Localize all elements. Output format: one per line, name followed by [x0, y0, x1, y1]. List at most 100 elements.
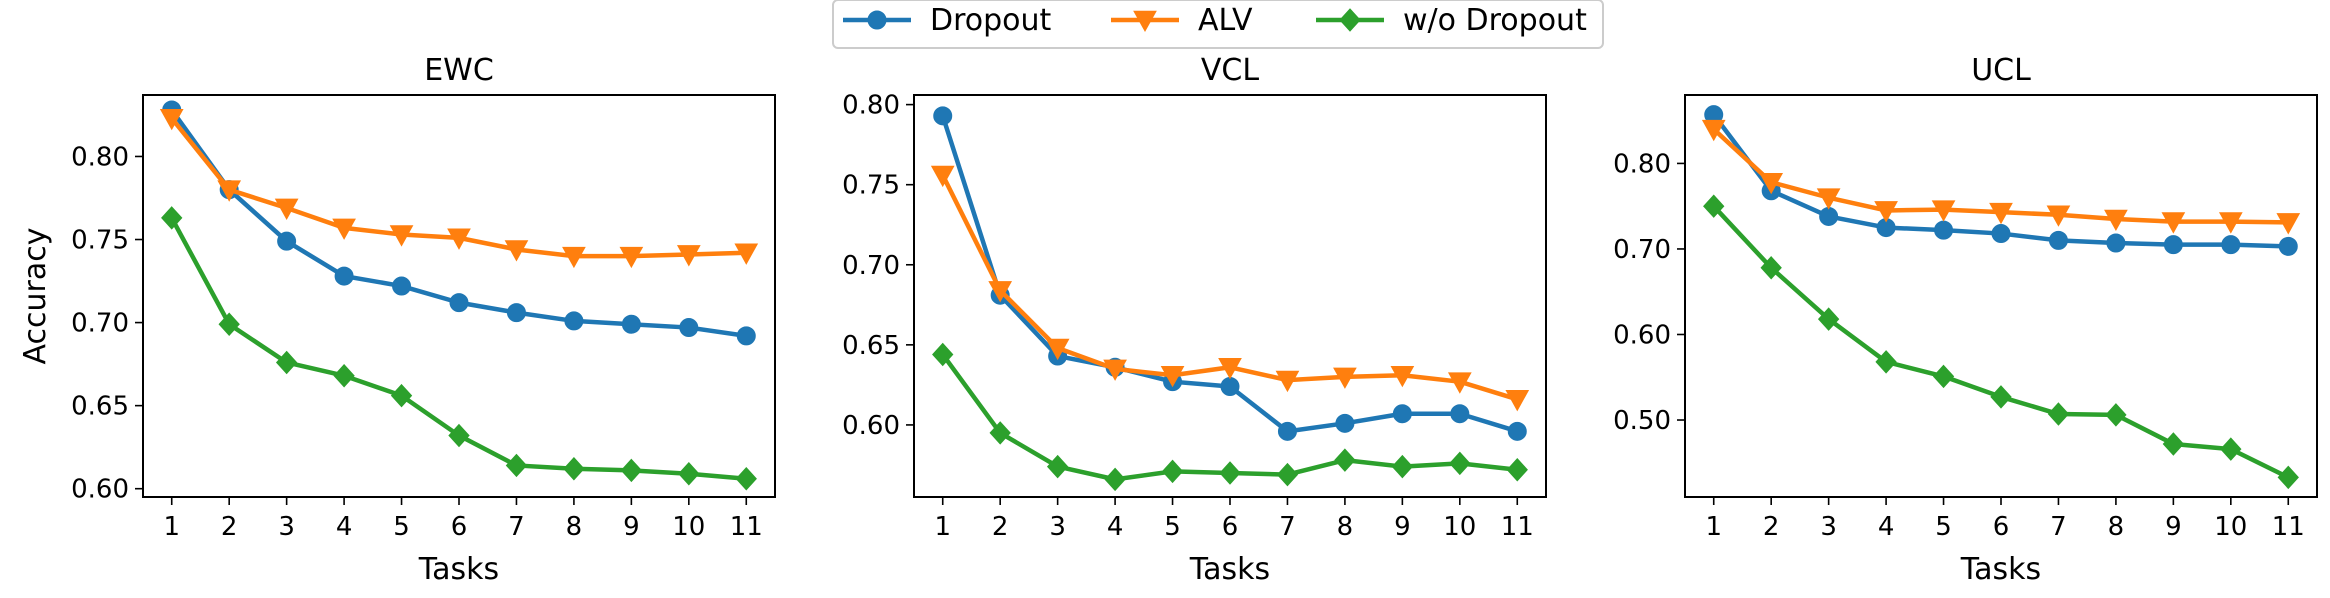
data-point — [2278, 236, 2298, 256]
legend-entry: w/o Dropout — [1316, 3, 1587, 38]
series-dropout — [933, 106, 1527, 441]
data-point — [1220, 376, 1240, 396]
data-point — [333, 363, 355, 388]
data-point — [2106, 233, 2126, 253]
x-tick-label: 3 — [1049, 512, 1066, 542]
data-point — [1759, 172, 1784, 195]
data-point — [1333, 367, 1357, 389]
data-point — [504, 240, 529, 262]
data-point — [1875, 350, 1897, 374]
data-point — [1334, 448, 1356, 472]
y-tick-label: 0.65 — [71, 392, 129, 422]
y-tick-label: 0.60 — [1613, 320, 1671, 350]
x-tick-label: 9 — [623, 512, 640, 542]
series-alv — [1701, 119, 2301, 235]
data-point — [988, 281, 1013, 303]
data-point — [1507, 421, 1527, 441]
x-tick-label: 8 — [1337, 512, 1354, 542]
data-point — [1505, 390, 1530, 412]
data-point — [563, 457, 585, 481]
data-point — [1391, 454, 1414, 479]
data-point — [1390, 365, 1415, 388]
x-tick-label: 5 — [1164, 512, 1181, 542]
data-point — [159, 108, 184, 131]
data-point — [1447, 372, 1472, 394]
y-tick-label: 0.75 — [71, 226, 129, 256]
data-point — [1160, 365, 1185, 388]
legend-label: Dropout — [930, 3, 1052, 38]
x-tick-label: 10 — [672, 512, 705, 542]
data-point — [1276, 462, 1299, 487]
data-point — [2048, 230, 2068, 250]
legend-label: w/o Dropout — [1403, 3, 1587, 38]
data-point — [447, 228, 471, 250]
x-axis-label: Tasks — [1960, 552, 2041, 587]
y-tick-label: 0.70 — [842, 251, 900, 281]
data-point — [2276, 213, 2301, 235]
panel-title: VCL — [1201, 53, 1259, 88]
data-point — [676, 245, 701, 267]
data-point — [505, 453, 528, 478]
chart-panel-ucl: UCL 1 2 3 4 5 6 7 8 9 10 11 0.50 0.60 0.70 0.80 Tasks — [1613, 53, 2318, 587]
y-tick-label: 0.75 — [842, 171, 900, 201]
y-tick-label: 0.50 — [1613, 406, 1671, 436]
data-point — [562, 246, 586, 269]
data-point — [1816, 188, 1841, 210]
data-point — [933, 106, 953, 126]
data-point — [932, 342, 954, 367]
data-point — [564, 311, 584, 331]
data-point — [736, 326, 756, 346]
panel-title: UCL — [1971, 53, 2031, 88]
data-point — [1817, 307, 1840, 331]
x-tick-label: 4 — [1878, 512, 1895, 542]
legend-marker — [867, 10, 887, 30]
data-point — [734, 243, 759, 265]
legend: Dropout ALV w/o Dropout — [832, 0, 1604, 49]
data-point — [2221, 235, 2241, 255]
x-tick-label: 6 — [1993, 512, 2010, 542]
chart-panel-ewc: EWC 1 2 3 4 5 6 7 8 9 10 11 0.60 0.65 0.70 0.75 0.80 Task… — [18, 53, 776, 587]
legend-frame — [832, 0, 1604, 49]
x-tick-label: 6 — [1222, 512, 1239, 542]
data-point — [989, 421, 1011, 445]
legend-label: ALV — [1198, 3, 1253, 38]
data-point — [1506, 458, 1528, 482]
legend-entry: ALV — [1111, 3, 1253, 38]
data-point — [621, 314, 641, 334]
data-point — [1046, 454, 1069, 479]
data-point — [218, 312, 240, 336]
series-alv — [930, 165, 1530, 412]
x-tick-label: 7 — [1279, 512, 1296, 542]
data-point — [1335, 413, 1355, 433]
data-point — [620, 458, 643, 483]
data-point — [1760, 256, 1782, 280]
series-w-o-dropout — [1703, 194, 2299, 490]
data-point — [1218, 357, 1242, 380]
data-point — [448, 423, 470, 448]
data-point — [1449, 451, 1471, 476]
series-dropout — [162, 100, 756, 346]
x-tick-label: 7 — [508, 512, 525, 542]
data-point — [389, 225, 414, 247]
x-tick-label: 9 — [2165, 512, 2182, 542]
data-point — [2047, 402, 2070, 426]
x-tick-label: 8 — [566, 512, 583, 542]
data-point — [1219, 461, 1241, 485]
x-tick-label: 7 — [2050, 512, 2067, 542]
data-point — [506, 303, 526, 323]
series-dropout — [1704, 105, 2298, 256]
x-tick-label: 10 — [2214, 512, 2247, 542]
data-point — [1045, 338, 1070, 361]
x-tick-label: 5 — [1935, 512, 1952, 542]
data-point — [2104, 209, 2128, 232]
x-tick-label: 11 — [1501, 512, 1534, 542]
data-point — [161, 206, 183, 230]
series-w-o-dropout — [161, 206, 757, 491]
legend-marker — [1339, 8, 1361, 32]
x-tick-label: 1 — [934, 512, 951, 542]
data-point — [2162, 432, 2185, 456]
x-axis-label: Tasks — [1189, 552, 1270, 587]
data-point — [2161, 212, 2186, 234]
data-point — [1934, 220, 1954, 240]
series-alv — [159, 108, 759, 269]
